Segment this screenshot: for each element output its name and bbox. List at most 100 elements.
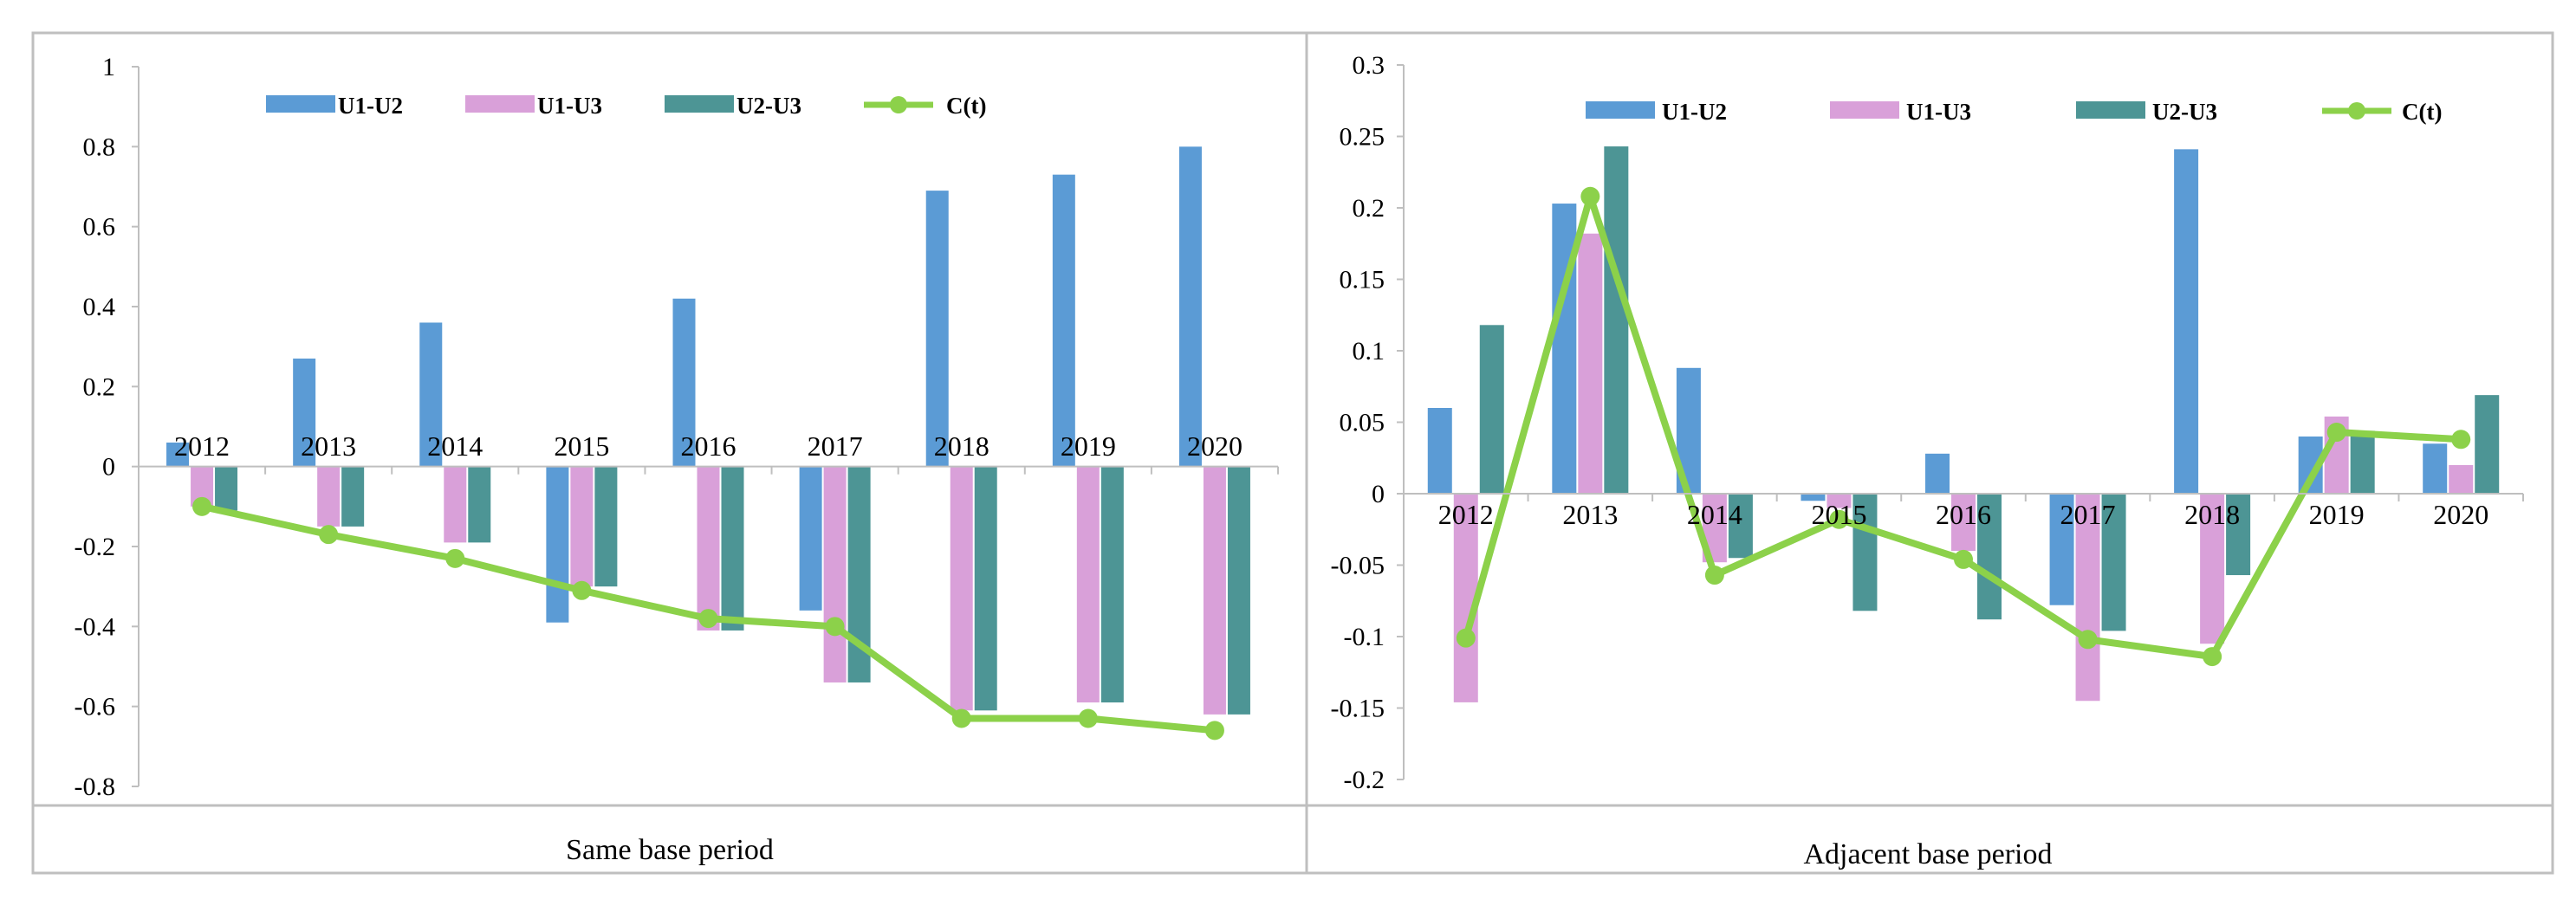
x-tick-label-2019: 2019 xyxy=(1061,430,1116,462)
bar-u1-u2-2019 xyxy=(1052,174,1075,467)
y-tick-label: 0.2 xyxy=(83,372,116,401)
y-tick-label: -0.4 xyxy=(75,612,116,641)
y-tick-label: 0.1 xyxy=(1353,337,1385,365)
y-tick-label: 0.15 xyxy=(1340,266,1385,294)
x-tick-label-2017: 2017 xyxy=(2060,499,2116,530)
y-tick-label: -0.6 xyxy=(75,693,116,721)
bar-u1-u3-2020 xyxy=(1203,466,1226,715)
bar-u1-u2-2020 xyxy=(2423,443,2448,494)
bar-u1-u2-2015 xyxy=(1801,494,1826,501)
bar-u2-u3-2019 xyxy=(1100,466,1124,703)
ct-point-2013 xyxy=(1580,186,1600,206)
y-tick-label: 0 xyxy=(1372,480,1385,508)
x-tick-label-2014: 2014 xyxy=(1687,499,1742,530)
bar-u1-u3-2017 xyxy=(2075,494,2100,702)
y-tick-label: 0.25 xyxy=(1340,123,1385,152)
bar-u2-u3-2020 xyxy=(2475,395,2500,494)
chart-adjacent-base-period: 0.3 0.25 0.2 0.15 0.1 0.05 0 -0.05 -0.1 -0.15 -0.2… xyxy=(1331,51,2524,870)
bar-u2-u3-2015 xyxy=(1853,494,1878,611)
legend-marker-c-t- xyxy=(2348,102,2365,120)
legend-label-c-t-: C(t) xyxy=(2402,99,2442,125)
bar-u2-u3-2018 xyxy=(2226,494,2251,576)
legend-swatch-u2-u3 xyxy=(2076,101,2145,119)
y-tick-label: 0.8 xyxy=(83,133,116,161)
legend-label-u1-u3: U1-U3 xyxy=(1906,99,1971,125)
bar-u1-u2-2017 xyxy=(2049,494,2074,605)
legend-label-u2-u3: U2-U3 xyxy=(2152,99,2217,125)
y-axis: 0.3 0.25 0.2 0.15 0.1 0.05 0 -0.05 -0.1 -0.15 -0.2… xyxy=(1331,51,2524,794)
legend: U1-U2 U1-U3 U2-U3 C(t) xyxy=(1586,99,2442,125)
legend-label-u2-u3: U2-U3 xyxy=(736,93,801,119)
x-tick-label-2016: 2016 xyxy=(1936,499,1991,530)
y-tick-label: -0.2 xyxy=(75,533,116,561)
bar-u2-u3-2013 xyxy=(341,466,365,527)
legend-swatch-u1-u2 xyxy=(1586,101,1655,119)
bar-u2-u3-2017 xyxy=(2101,494,2126,631)
y-tick-label: 0.3 xyxy=(1353,51,1385,80)
legend-swatch-u1-u3 xyxy=(465,95,535,113)
caption-same-base-period: Same base period xyxy=(566,834,774,866)
bar-u1-u2-2013 xyxy=(293,359,316,467)
bar-u1-u2-2020 xyxy=(1178,146,1202,467)
ct-point-2016 xyxy=(1954,549,1973,569)
y-tick-label: -0.15 xyxy=(1331,695,1385,723)
bar-u1-u2-2016 xyxy=(1925,453,1950,494)
bar-u1-u3-2018 xyxy=(950,466,973,711)
bar-u1-u2-2018 xyxy=(2174,149,2199,494)
x-tick-label-2019: 2019 xyxy=(2309,499,2365,530)
bar-u1-u3-2018 xyxy=(2200,494,2225,644)
legend-marker-c-t- xyxy=(890,96,907,113)
bar-u1-u2-2015 xyxy=(546,466,569,623)
ct-point-2012 xyxy=(1456,628,1476,648)
ct-point-2015 xyxy=(1829,509,1849,529)
bar-u1-u2-2016 xyxy=(672,298,696,467)
bar-u1-u3-2014 xyxy=(444,466,467,543)
ct-point-2015 xyxy=(572,580,592,600)
legend-label-u1-u2: U1-U2 xyxy=(338,93,403,119)
chart-same-base-period: 1 0.8 0.6 0.4 0.2 0 -0.2 -0.4 -0.6 -0.8 2012 2013 20… xyxy=(75,53,1279,866)
legend-label-u1-u3: U1-U3 xyxy=(537,93,602,119)
ct-point-2018 xyxy=(2203,647,2222,667)
ct-point-2016 xyxy=(698,609,718,629)
y-axis: 1 0.8 0.6 0.4 0.2 0 -0.2 -0.4 -0.6 -0.8 2012 2013 20… xyxy=(75,53,1279,801)
bar-u1-u3-2015 xyxy=(570,466,594,587)
y-tick-label: 0 xyxy=(102,453,115,482)
x-tick-label-2013: 2013 xyxy=(1562,499,1618,530)
ct-point-2012 xyxy=(192,496,212,516)
bar-u2-u3-2016 xyxy=(1977,494,2002,620)
x-tick-label-2015: 2015 xyxy=(1811,499,1866,530)
bar-u1-u3-2019 xyxy=(1076,466,1100,703)
x-tick-label-2012: 2012 xyxy=(174,430,230,462)
ct-line-group xyxy=(192,496,1224,741)
bar-u1-u3-2017 xyxy=(823,466,847,682)
bar-u1-u3-2016 xyxy=(1951,494,1976,551)
bar-u1-u2-2012 xyxy=(166,442,190,467)
x-tick-label-2017: 2017 xyxy=(808,430,863,462)
ct-point-2019 xyxy=(2326,423,2346,443)
legend-swatch-u2-u3 xyxy=(665,95,734,113)
ct-point-2019 xyxy=(1078,708,1098,728)
bar-u2-u3-2012 xyxy=(1479,325,1504,494)
legend-label-u1-u2: U1-U2 xyxy=(1662,99,1727,125)
bar-u2-u3-2020 xyxy=(1227,466,1250,715)
bar-u2-u3-2014 xyxy=(468,466,491,543)
legend-swatch-u1-u3 xyxy=(1830,101,1899,119)
bar-u1-u3-2015 xyxy=(1827,494,1852,508)
y-tick-label: 0.6 xyxy=(83,213,116,242)
y-tick-label: -0.2 xyxy=(1344,766,1385,794)
y-tick-label: -0.8 xyxy=(75,773,116,801)
legend-swatch-u1-u2 xyxy=(266,95,335,113)
bar-u2-u3-2019 xyxy=(2350,430,2375,494)
ct-point-2020 xyxy=(1204,721,1224,741)
x-tick-label-2016: 2016 xyxy=(681,430,736,462)
ct-point-2017 xyxy=(2078,630,2098,650)
y-tick-label: 1 xyxy=(102,53,115,81)
x-tick-label-2018: 2018 xyxy=(2184,499,2240,530)
bar-u2-u3-2013 xyxy=(1604,146,1629,495)
x-tick-label-2012: 2012 xyxy=(1438,499,1494,530)
y-tick-label: 0.2 xyxy=(1353,194,1385,223)
x-tick-label-2014: 2014 xyxy=(427,430,483,462)
bar-u2-u3-2012 xyxy=(215,466,238,511)
ct-point-2014 xyxy=(1704,566,1724,585)
